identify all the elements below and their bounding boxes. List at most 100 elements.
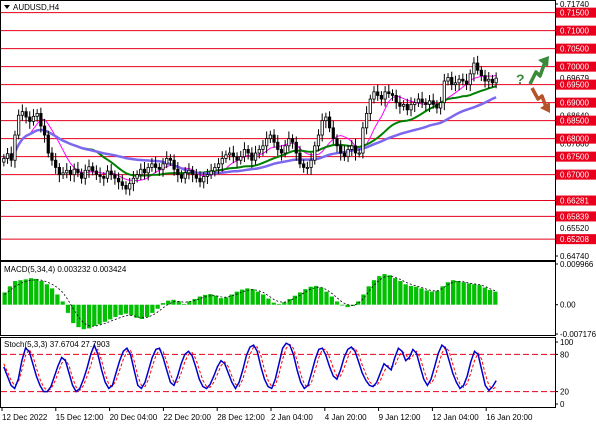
level-label: 0.70000	[560, 63, 589, 72]
level-label: 0.71000	[560, 27, 589, 36]
candle-body	[368, 98, 372, 114]
macd-bar	[356, 301, 361, 305]
macd-bar	[155, 304, 160, 309]
candle-body	[435, 104, 439, 109]
macd-bar	[39, 281, 44, 305]
candle-body	[42, 125, 47, 136]
macd-bar	[34, 278, 39, 305]
level-label: 0.71500	[560, 9, 589, 18]
candle-body	[302, 163, 306, 168]
candle-body	[261, 145, 265, 150]
macd-tick-label: 0.009966	[560, 260, 594, 269]
macd-bar	[65, 304, 71, 313]
candle-body	[413, 102, 417, 105]
candle-body	[165, 158, 169, 165]
macd-bar	[319, 287, 324, 305]
candle-body	[468, 73, 472, 86]
level-label-bg	[556, 79, 596, 90]
level-label-bg	[556, 133, 596, 144]
macd-bar	[92, 304, 97, 326]
candle-body	[128, 183, 132, 190]
candle-body	[272, 134, 276, 143]
candle-body	[146, 167, 150, 174]
candle-body	[442, 80, 446, 104]
candle-body	[416, 98, 421, 104]
stoch-main-line	[3, 342, 497, 393]
level-label: 0.67000	[560, 171, 589, 180]
macd-bar	[18, 280, 23, 305]
candle-body	[265, 138, 269, 147]
macd-bar	[102, 304, 108, 322]
candle-body	[198, 177, 202, 183]
candle-body	[450, 77, 454, 86]
candle-body	[364, 113, 369, 129]
macd-bar	[55, 294, 60, 305]
macd-bar	[435, 290, 440, 305]
candle-body	[253, 152, 258, 161]
candle-body	[239, 156, 243, 161]
candle-body	[290, 138, 295, 143]
level-label: 0.69500	[560, 81, 589, 90]
candle-body	[9, 153, 13, 161]
candle-body	[357, 152, 361, 155]
candle-body	[476, 62, 480, 71]
candle-body	[287, 138, 291, 147]
macd-bar	[250, 289, 255, 305]
chevron-down-icon[interactable]	[4, 5, 10, 9]
macd-bar	[303, 289, 308, 305]
macd-bar	[160, 303, 166, 305]
candle-body	[157, 167, 161, 170]
macd-bar	[176, 301, 181, 305]
candle-body	[213, 167, 217, 172]
macd-bar	[361, 294, 366, 305]
candle-body	[361, 127, 365, 154]
time-tick-label: 12 Dec 2022	[2, 413, 48, 422]
macd-bar	[129, 304, 134, 316]
candle-body	[68, 169, 73, 176]
macd-bar	[118, 304, 123, 315]
candle-body	[139, 168, 143, 176]
macd-bar	[60, 301, 65, 305]
candle-body	[472, 62, 476, 75]
macd-bar	[382, 274, 387, 305]
candle-body	[427, 100, 432, 105]
candle-body	[94, 170, 98, 176]
price-tick-label: 0.67860	[560, 140, 589, 149]
macd-bar	[493, 291, 498, 305]
level-label-bg	[556, 7, 596, 18]
level-label: 0.66281	[560, 197, 589, 206]
time-tick-label: 22 Dec 20:00	[163, 413, 211, 422]
candle-body	[283, 145, 287, 154]
macd-bar	[229, 294, 234, 305]
macd-bar	[366, 286, 371, 305]
macd-bar	[2, 292, 7, 305]
candle-body	[209, 170, 213, 176]
macd-bar	[429, 291, 435, 305]
candle-body	[28, 116, 32, 122]
level-label-bg	[556, 115, 596, 126]
macd-bar	[139, 304, 144, 319]
level-label-bg	[556, 169, 596, 180]
macd-tick-label: 0.00	[560, 301, 576, 310]
candle-body	[305, 167, 309, 169]
stoch-tick-label: 80	[560, 350, 569, 359]
macd-bar	[456, 281, 461, 305]
macd-bar	[76, 304, 81, 328]
time-tick-label: 12 Jan 04:00	[432, 413, 479, 422]
macd-bar	[340, 304, 345, 306]
macd-bar	[477, 285, 482, 305]
macd-bar	[187, 301, 192, 305]
macd-bar	[308, 286, 313, 305]
candle-body	[35, 113, 39, 117]
macd-bar	[403, 284, 408, 305]
candle-body	[402, 104, 406, 107]
candle-body	[50, 152, 54, 161]
macd-tick-label: -0.007176	[560, 330, 596, 339]
macd-bar	[371, 280, 377, 305]
candle-body	[116, 177, 121, 183]
arrow-down-icon	[530, 87, 550, 113]
macd-bar	[297, 292, 303, 305]
arrow-up-icon	[528, 56, 549, 85]
candle-body	[172, 159, 176, 170]
